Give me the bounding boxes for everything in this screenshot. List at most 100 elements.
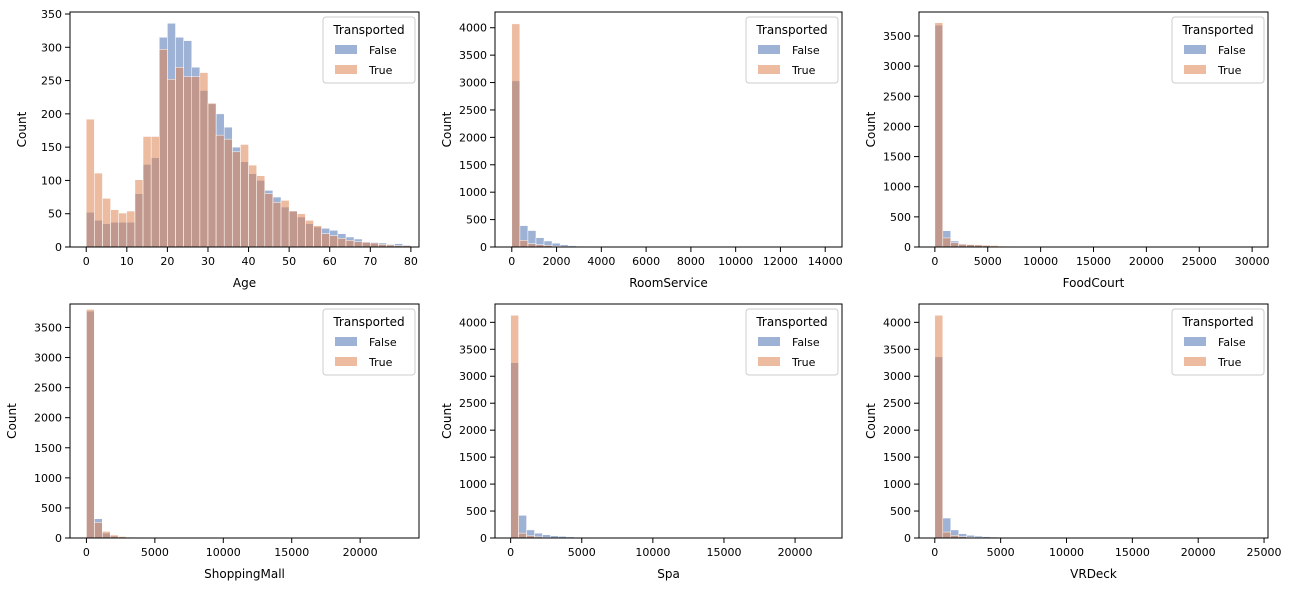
y-tick-label: 0 (904, 532, 911, 545)
y-axis-label: Count (440, 111, 454, 147)
bar-true (159, 49, 168, 247)
chart-panel-5: 0 500 1000 1500 2000 2500 3000 3500 4000 0 5000 100… (440, 303, 843, 581)
legend-swatch-false (1184, 337, 1206, 346)
legend-swatch-true (335, 357, 357, 366)
y-axis-label: Count (864, 111, 878, 147)
legend-label-true: True (368, 64, 393, 77)
bar-true (264, 193, 274, 247)
legend-label-true: True (368, 356, 393, 369)
y-tick-label: 1500 (459, 159, 487, 172)
x-axis-label: Spa (657, 567, 680, 581)
bar-true (118, 212, 128, 247)
bar-true (94, 172, 103, 247)
legend-swatch-true (758, 65, 780, 74)
legend-label-false: False (792, 44, 820, 57)
bar-true (329, 235, 339, 247)
x-tick-label: 15000 (1115, 546, 1150, 559)
bar-true (142, 136, 152, 247)
y-tick-label: 2500 (883, 90, 911, 103)
bar-true (150, 136, 160, 247)
legend-label-false: False (1218, 44, 1246, 57)
plot-frame (69, 303, 420, 539)
bar-true (337, 238, 347, 247)
x-tick-label: 4000 (587, 255, 615, 268)
legend-title: Transported (755, 23, 827, 37)
x-axis-label: RoomService (629, 276, 708, 290)
bar-true (288, 210, 298, 247)
y-tick-label: 2500 (34, 382, 62, 395)
bar-true (313, 225, 322, 247)
chart-panel-1: 0 50 100 150 200 250 300 350 0 10 20 30 40 50 60 70 80 Ag… (15, 8, 420, 290)
y-tick-label: 0 (480, 532, 487, 545)
bar-true (361, 242, 371, 247)
plot-frame (918, 303, 1269, 539)
bar-true (256, 175, 266, 247)
bar-true (345, 240, 355, 247)
y-tick-label: 0 (55, 532, 62, 545)
y-tick-label: 100 (41, 174, 62, 187)
x-tick-label: 20000 (1181, 546, 1216, 559)
x-tick-label: 30 (201, 255, 215, 268)
legend-label-false: False (369, 336, 397, 349)
x-tick-label: 5000 (141, 546, 169, 559)
legend-label-false: False (1218, 336, 1246, 349)
y-tick-label: 500 (890, 211, 911, 224)
bar-true (102, 531, 111, 538)
bar-true (297, 213, 306, 247)
bar-true (183, 76, 192, 247)
legend-title: Transported (1181, 315, 1253, 329)
y-tick-label: 3500 (883, 30, 911, 43)
bar-true (518, 532, 527, 538)
y-axis-label: Count (864, 403, 878, 439)
y-tick-label: 4000 (459, 316, 487, 329)
bar-true (272, 202, 282, 247)
y-tick-label: 2500 (883, 397, 911, 410)
legend-label-true: True (1217, 356, 1242, 369)
y-tick-label: 3500 (34, 321, 62, 334)
x-tick-label: 0 (83, 546, 90, 559)
y-tick-label: 1500 (883, 151, 911, 164)
x-tick-label: 5000 (568, 546, 596, 559)
bar-true (353, 241, 363, 247)
bar-true (370, 242, 379, 247)
x-axis-label: Age (233, 276, 256, 290)
x-tick-label: 80 (404, 255, 418, 268)
legend-label-true: True (1217, 64, 1242, 77)
y-axis-label: Count (15, 111, 29, 147)
legend-swatch-false (758, 45, 780, 54)
y-tick-label: 4000 (883, 316, 911, 329)
y-tick-label: 0 (55, 241, 62, 254)
x-tick-label: 12000 (763, 255, 798, 268)
bar-true (94, 522, 103, 538)
plot-frame (494, 303, 843, 539)
y-tick-label: 0 (904, 241, 911, 254)
plot-frame (494, 11, 843, 248)
legend: Transported False True (322, 308, 416, 376)
x-tick-label: 0 (83, 255, 90, 268)
x-tick-label: 20000 (778, 546, 813, 559)
x-tick-label: 25000 (1182, 255, 1217, 268)
x-axis-label: ShoppingMall (204, 567, 285, 581)
y-tick-label: 2500 (459, 397, 487, 410)
y-tick-label: 500 (466, 214, 487, 227)
x-tick-label: 20 (160, 255, 174, 268)
x-tick-label: 10000 (206, 546, 241, 559)
x-tick-label: 6000 (632, 255, 660, 268)
bar-true (223, 138, 233, 247)
y-tick-label: 350 (41, 8, 62, 21)
bar-true (519, 240, 529, 247)
bar-true (191, 76, 201, 247)
legend-swatch-false (1184, 45, 1206, 54)
y-tick-label: 1500 (459, 451, 487, 464)
x-tick-label: 60 (323, 255, 337, 268)
bars-group (86, 309, 405, 538)
y-tick-label: 1000 (883, 478, 911, 491)
y-tick-label: 1000 (34, 472, 62, 485)
legend-label-true: True (791, 356, 816, 369)
y-tick-label: 500 (466, 505, 487, 518)
bar-true (305, 220, 314, 247)
y-axis-label: Count (5, 403, 19, 439)
chart-panel-6: 0 500 1000 1500 2000 2500 3000 3500 4000 0 5000 100… (864, 303, 1282, 581)
x-tick-label: 0 (508, 255, 515, 268)
